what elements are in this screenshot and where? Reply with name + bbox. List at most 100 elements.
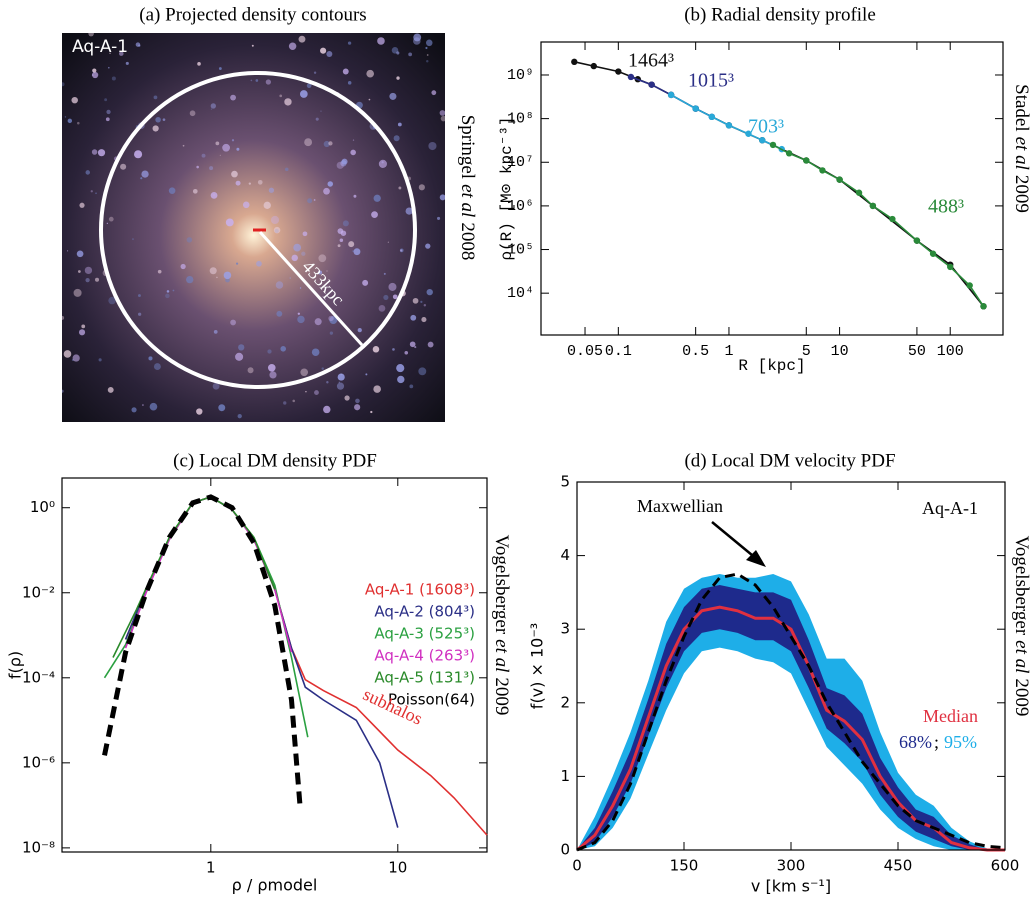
subhalo-dot xyxy=(267,349,272,354)
x-axis-label: R [kpc] xyxy=(738,357,805,375)
subhalo-dot xyxy=(231,139,235,142)
y-tick-label: 10⁸ xyxy=(507,111,534,128)
y-tick-label: 1 xyxy=(560,767,570,785)
subhalo-dot xyxy=(76,250,84,258)
subhalo-dot xyxy=(215,141,220,146)
subhalo-dot xyxy=(426,54,429,56)
subhalo-dot xyxy=(421,317,427,323)
subhalo-dot xyxy=(263,201,271,209)
arrow-shaft xyxy=(711,521,759,561)
subhalo-dot xyxy=(326,50,333,57)
subhalo-dot xyxy=(62,82,65,87)
subhalo-dot xyxy=(162,118,166,121)
subhalo-dot xyxy=(230,319,236,326)
subhalo-dot xyxy=(378,304,386,312)
subhalo-dot xyxy=(352,250,354,252)
data-point xyxy=(947,263,954,271)
x-tick-label: 0.5 xyxy=(682,343,709,360)
subhalo-dot xyxy=(336,161,344,169)
subhalo-dot xyxy=(218,67,222,70)
subhalo-dot xyxy=(409,341,416,348)
series-line xyxy=(124,496,488,836)
subhalo-dot xyxy=(347,41,352,45)
subhalo-dot xyxy=(67,118,73,124)
subhalo-dot xyxy=(182,144,185,147)
data-point xyxy=(869,202,877,210)
subhalo-dot xyxy=(354,404,361,411)
y-tick-label: 10⁹ xyxy=(507,67,534,84)
credit-part: 2009 xyxy=(1011,175,1032,213)
credit-part: et al xyxy=(1011,640,1032,673)
x-tick-label: 600 xyxy=(991,857,1020,875)
y-axis-label: f(ρ) xyxy=(6,651,25,679)
subhalo-dot xyxy=(297,312,300,315)
y-tick-label: 10⁶ xyxy=(507,198,534,215)
radius-line xyxy=(258,230,364,347)
subhalo-dot xyxy=(180,263,186,270)
credit-part: et al xyxy=(491,639,512,672)
subhalo-dot xyxy=(306,83,312,89)
subhalo-dot xyxy=(323,140,330,148)
subhalo-dot xyxy=(73,288,82,297)
subhalo-dot xyxy=(383,294,389,301)
subhalo-dot xyxy=(165,293,170,299)
subhalo-dot xyxy=(71,96,78,104)
subhalo-dot xyxy=(425,39,433,47)
subhalo-dot xyxy=(168,187,176,194)
subhalo-dot xyxy=(64,116,67,118)
legend-median: Median xyxy=(923,706,978,726)
subhalo-dot xyxy=(329,331,334,335)
subhalo-dot xyxy=(196,165,199,169)
subhalo-dot xyxy=(329,316,338,325)
y-tick-label: 3 xyxy=(560,620,570,638)
subhalo-dot xyxy=(223,271,232,280)
subhalo-dot xyxy=(81,324,86,329)
subhalo-dot xyxy=(138,312,142,316)
subhalo-dot xyxy=(275,281,284,289)
subhalo-dot xyxy=(138,44,141,47)
subhalo-dot xyxy=(313,199,316,201)
subhalo-dot xyxy=(428,141,437,151)
subhalo-dot xyxy=(388,282,397,291)
subhalo-dot xyxy=(304,138,313,147)
panel-title: (c) Local DM density PDF xyxy=(173,450,377,471)
subhalo-dot xyxy=(365,373,368,376)
subhalo-dot xyxy=(137,294,141,297)
credit-part: 2009 xyxy=(491,677,512,715)
x-tick-label: 150 xyxy=(670,857,699,875)
legend-entry: Aq-A-3 (525³) xyxy=(374,625,475,643)
subhalo-dot xyxy=(155,116,161,123)
y-tick-label: 10⁻⁸ xyxy=(22,838,55,856)
subhalo-dot xyxy=(440,115,445,122)
subhalo-dot xyxy=(439,194,445,201)
subhalo-dot xyxy=(372,346,380,353)
subhalo-dot xyxy=(328,141,333,146)
subhalo-dot xyxy=(231,170,238,178)
subhalo-dot xyxy=(257,179,263,185)
subhalo-dot xyxy=(413,37,421,45)
y-tick-label: 10⁻² xyxy=(22,583,55,601)
x-tick-label: 300 xyxy=(777,857,806,875)
subhalo-dot xyxy=(299,90,308,98)
subhalo-dot xyxy=(250,79,253,82)
subhalo-dot xyxy=(222,143,230,152)
data-point xyxy=(980,303,987,310)
subhalo-dot xyxy=(230,94,236,101)
subhalo-dot xyxy=(404,350,409,355)
subhalo-dot xyxy=(196,408,203,415)
subhalo-dot xyxy=(276,310,283,317)
subhalo-dot xyxy=(255,79,259,82)
subhalo-dot xyxy=(299,287,302,289)
data-point xyxy=(590,62,597,70)
subhalo-dot xyxy=(373,385,381,393)
y-tick-label: 5 xyxy=(560,473,570,491)
subhalo-dot xyxy=(337,373,345,381)
subhalo-dot xyxy=(256,260,262,267)
subhalo-dot xyxy=(326,270,328,272)
series-line xyxy=(102,494,303,806)
subhalo-dot xyxy=(212,382,220,390)
subhalo-dot xyxy=(314,390,319,395)
subhalo-dot xyxy=(353,194,357,198)
subhalo-dot xyxy=(140,177,143,180)
x-axis-label: v [km s⁻¹] xyxy=(751,877,831,896)
